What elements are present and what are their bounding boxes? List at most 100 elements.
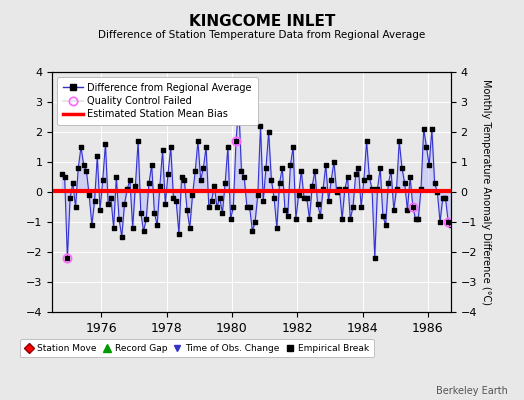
Point <box>104 201 112 207</box>
Point <box>370 255 379 261</box>
Point <box>85 192 93 198</box>
Point <box>259 198 267 204</box>
Point <box>313 201 322 207</box>
Point <box>71 204 80 210</box>
Point <box>439 195 447 201</box>
Point <box>112 174 121 180</box>
Point <box>128 225 137 231</box>
Point <box>430 180 439 186</box>
Point <box>297 168 305 174</box>
Point <box>131 183 139 189</box>
Point <box>316 213 324 219</box>
Point <box>66 195 74 201</box>
Point <box>267 177 276 183</box>
Point <box>305 216 314 222</box>
Legend: Difference from Regional Average, Quality Control Failed, Estimated Station Mean: Difference from Regional Average, Qualit… <box>57 77 258 125</box>
Point <box>357 204 365 210</box>
Point <box>115 216 123 222</box>
Point <box>153 222 161 228</box>
Point <box>327 177 335 183</box>
Point <box>398 165 406 171</box>
Point <box>185 225 194 231</box>
Point <box>174 231 183 237</box>
Point <box>270 195 278 201</box>
Point <box>240 174 248 180</box>
Point <box>341 186 349 192</box>
Point <box>196 177 205 183</box>
Point <box>123 186 132 192</box>
Point <box>180 177 189 183</box>
Point <box>194 138 202 144</box>
Point <box>422 144 431 150</box>
Point <box>178 174 186 180</box>
Point <box>96 207 104 213</box>
Point <box>286 162 294 168</box>
Point <box>474 216 482 222</box>
Point <box>365 174 374 180</box>
Point <box>254 192 262 198</box>
Point <box>167 144 175 150</box>
Point <box>302 195 311 201</box>
Point <box>172 198 180 204</box>
Point <box>335 186 344 192</box>
Point <box>457 204 466 210</box>
Point <box>156 183 164 189</box>
Point <box>460 180 468 186</box>
Point <box>311 168 319 174</box>
Point <box>278 165 287 171</box>
Point <box>349 204 357 210</box>
Point <box>373 186 381 192</box>
Point <box>292 216 300 222</box>
Point <box>343 174 352 180</box>
Legend: Station Move, Record Gap, Time of Obs. Change, Empirical Break: Station Move, Record Gap, Time of Obs. C… <box>20 340 374 358</box>
Point <box>441 195 450 201</box>
Point <box>294 192 303 198</box>
Point <box>479 219 488 225</box>
Point <box>58 171 66 177</box>
Point <box>400 180 409 186</box>
Point <box>468 213 477 219</box>
Point <box>210 183 219 189</box>
Point <box>107 195 115 201</box>
Point <box>101 141 110 147</box>
Text: Difference of Station Temperature Data from Regional Average: Difference of Station Temperature Data f… <box>99 30 425 40</box>
Point <box>420 126 428 132</box>
Point <box>379 213 387 219</box>
Point <box>117 234 126 240</box>
Point <box>93 153 102 159</box>
Point <box>213 204 221 210</box>
Point <box>330 159 338 165</box>
Point <box>161 201 169 207</box>
Point <box>368 186 376 192</box>
Point <box>110 225 118 231</box>
Point <box>226 216 235 222</box>
Point <box>202 144 210 150</box>
Point <box>199 165 208 171</box>
Point <box>436 219 444 225</box>
Text: Berkeley Earth: Berkeley Earth <box>436 386 508 396</box>
Point <box>387 168 395 174</box>
Point <box>245 204 254 210</box>
Point <box>363 138 371 144</box>
Point <box>215 195 224 201</box>
Point <box>308 183 316 189</box>
Point <box>381 222 390 228</box>
Point <box>224 144 232 150</box>
Point <box>450 204 458 210</box>
Point <box>409 204 417 210</box>
Point <box>139 228 148 234</box>
Point <box>447 222 455 228</box>
Point <box>319 186 328 192</box>
Point <box>300 195 308 201</box>
Point <box>69 180 77 186</box>
Point <box>272 225 281 231</box>
Point <box>251 219 259 225</box>
Point <box>63 255 72 261</box>
Point <box>322 162 330 168</box>
Point <box>126 177 134 183</box>
Point <box>281 207 289 213</box>
Point <box>390 207 398 213</box>
Point <box>99 177 107 183</box>
Point <box>324 198 333 204</box>
Point <box>208 198 216 204</box>
